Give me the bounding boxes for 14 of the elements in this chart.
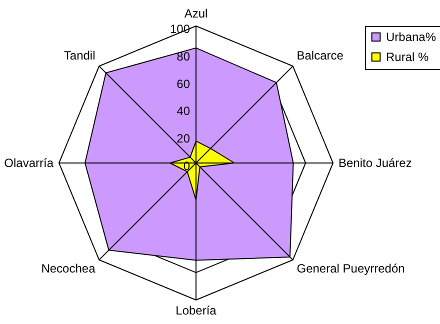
spoke-label: Tandil [64, 48, 96, 62]
spoke-label: Lobería [176, 303, 217, 318]
spoke-label: Balcarce [296, 48, 344, 62]
y-tick-label: 60 [176, 76, 190, 91]
spoke-label: Necochea [41, 262, 96, 276]
y-tick-label: 20 [176, 132, 190, 146]
y-tick-label: 40 [176, 104, 190, 118]
y-tick-label: 80 [176, 49, 190, 64]
legend-label: Urbana% [386, 30, 436, 44]
spoke-label: Benito Juárez [338, 156, 412, 170]
spoke-label: General Pueyrredón [296, 262, 405, 276]
spoke-label: Azul [184, 6, 208, 21]
legend-label: Rural % [386, 50, 430, 64]
spoke-label: Olavarría [4, 156, 54, 170]
